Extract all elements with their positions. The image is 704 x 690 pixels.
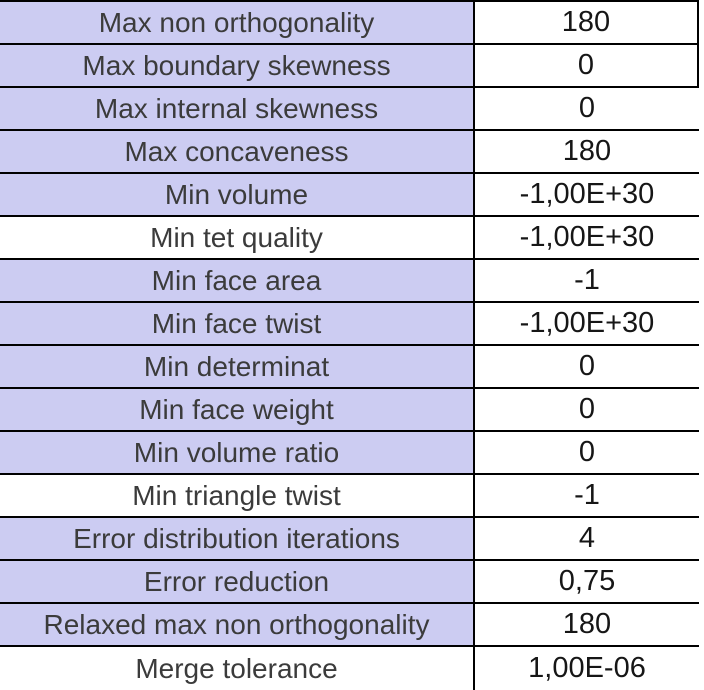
parameter-name-cell: Max non orthogonality <box>0 2 475 43</box>
parameter-name-cell: Min face area <box>0 260 475 301</box>
parameter-value-cell: 180 <box>475 2 699 43</box>
table-row: Min tet quality -1,00E+30 <box>0 217 699 260</box>
parameter-name-cell: Min determinat <box>0 346 475 387</box>
table-row: Max non orthogonality 180 <box>0 2 699 45</box>
table-row: Relaxed max non orthogonality 180 <box>0 604 699 647</box>
parameter-value-cell: 0 <box>475 389 699 430</box>
table-row: Max concaveness 180 <box>0 131 699 174</box>
table-row: Min face weight 0 <box>0 389 699 432</box>
parameter-value-cell: 180 <box>475 604 699 645</box>
parameter-name-cell: Max internal skewness <box>0 88 475 129</box>
table-row: Min determinat 0 <box>0 346 699 389</box>
table-row: Min face area -1 <box>0 260 699 303</box>
parameter-name-cell: Min triangle twist <box>0 475 475 516</box>
table-row: Max boundary skewness 0 <box>0 45 699 88</box>
table-row: Max internal skewness 0 <box>0 88 699 131</box>
table-row: Merge tolerance 1,00E-06 <box>0 647 699 690</box>
parameter-name-cell: Min volume <box>0 174 475 215</box>
parameter-name-cell: Min tet quality <box>0 217 475 258</box>
parameter-value-cell: 0 <box>475 88 699 129</box>
parameter-name-cell: Error reduction <box>0 561 475 602</box>
parameter-value-cell: -1,00E+30 <box>475 217 699 258</box>
table-row: Min volume -1,00E+30 <box>0 174 699 217</box>
parameter-value-cell: 0,75 <box>475 561 699 602</box>
parameter-value-cell: 0 <box>475 45 699 86</box>
parameter-name-cell: Error distribution iterations <box>0 518 475 559</box>
parameter-value-cell: -1 <box>475 475 699 516</box>
table-row: Error distribution iterations 4 <box>0 518 699 561</box>
table-row: Min volume ratio 0 <box>0 432 699 475</box>
parameter-name-cell: Min face weight <box>0 389 475 430</box>
parameter-value-cell: 0 <box>475 346 699 387</box>
parameter-name-cell: Min face twist <box>0 303 475 344</box>
parameter-name-cell: Relaxed max non orthogonality <box>0 604 475 645</box>
parameter-name-cell: Max boundary skewness <box>0 45 475 86</box>
parameter-value-cell: -1,00E+30 <box>475 174 699 215</box>
parameter-value-cell: 4 <box>475 518 699 559</box>
parameter-value-cell: -1,00E+30 <box>475 303 699 344</box>
parameter-value-cell: 0 <box>475 432 699 473</box>
parameter-name-cell: Max concaveness <box>0 131 475 172</box>
parameter-value-cell: 1,00E-06 <box>475 647 699 690</box>
table-row: Error reduction 0,75 <box>0 561 699 604</box>
parameter-name-cell: Min volume ratio <box>0 432 475 473</box>
table-row: Min face twist -1,00E+30 <box>0 303 699 346</box>
parameter-value-cell: -1 <box>475 260 699 301</box>
parameter-value-cell: 180 <box>475 131 699 172</box>
table-row: Min triangle twist -1 <box>0 475 699 518</box>
parameter-name-cell: Merge tolerance <box>0 647 475 690</box>
